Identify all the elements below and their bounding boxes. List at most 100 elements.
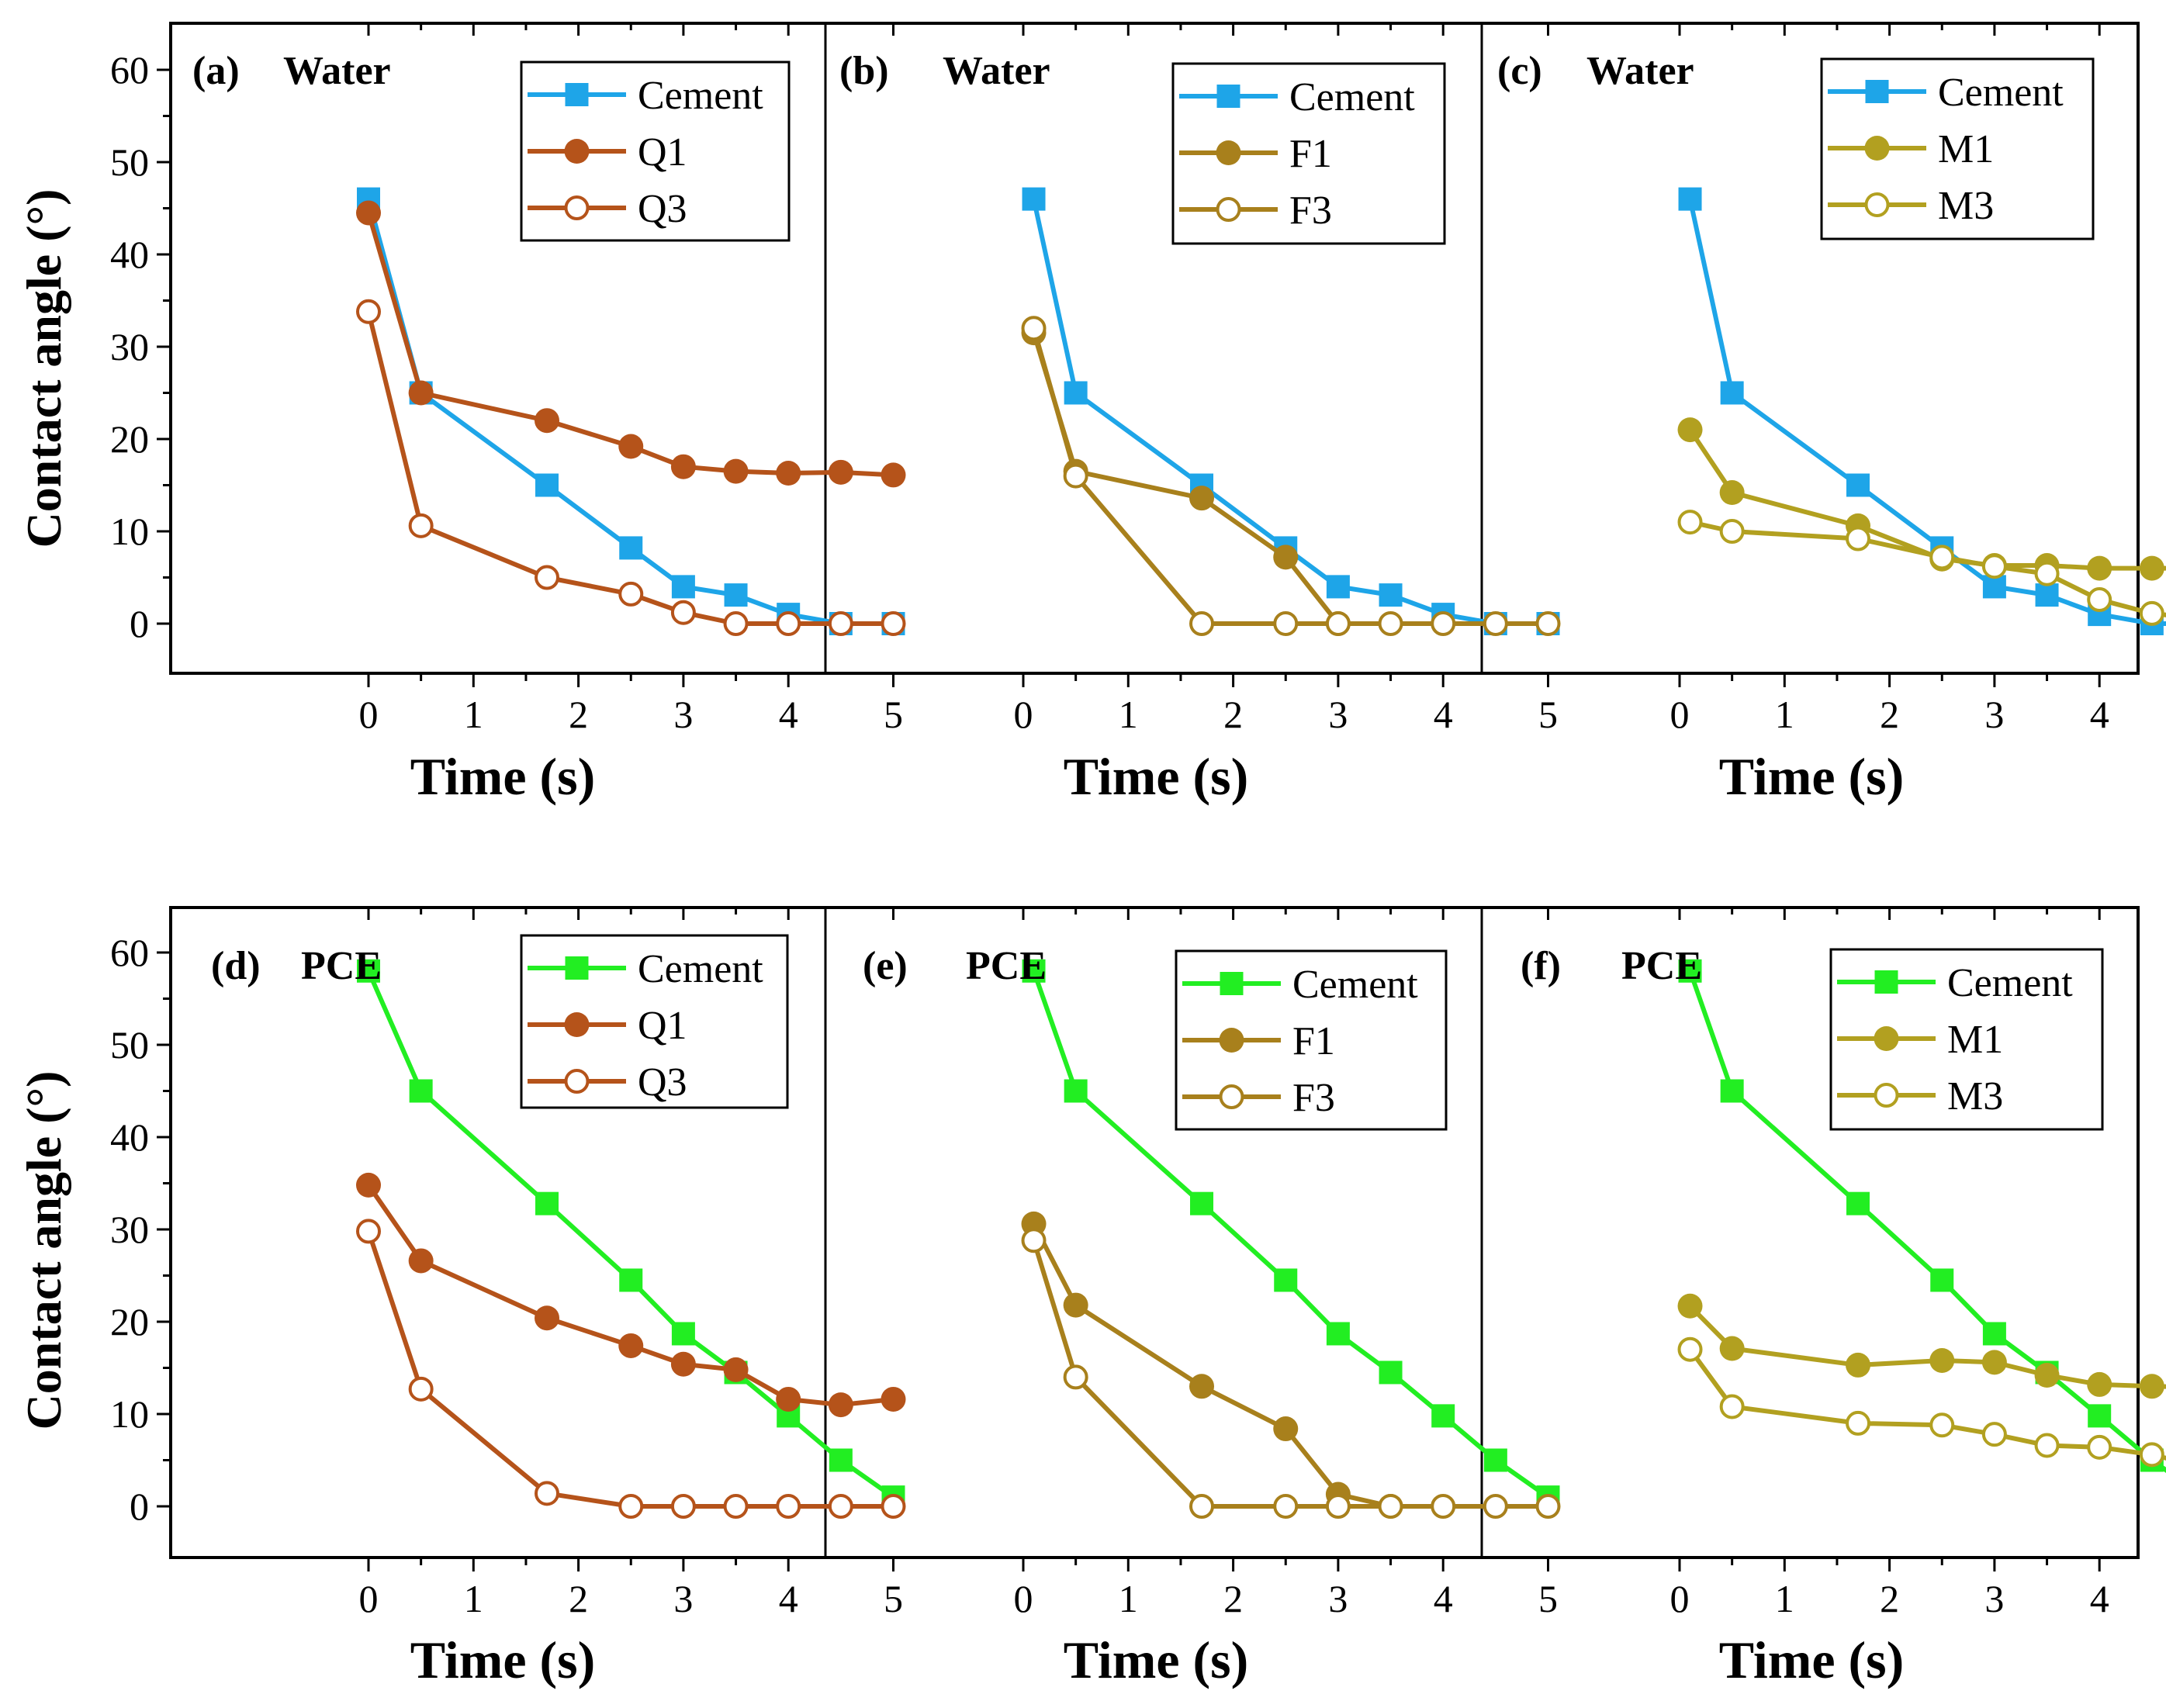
- x-axis-label-c: Time (s): [1719, 747, 1905, 806]
- legend-entry-label: Q1: [638, 1004, 687, 1048]
- data-point-m3: [2034, 1433, 2060, 1458]
- legend-marker-open-circle: [564, 1069, 590, 1094]
- x-tick-label: 3: [1328, 1577, 1348, 1620]
- data-point-cement: [1678, 959, 1702, 983]
- legend-entry-label: M1: [1947, 1018, 2003, 1062]
- data-point-q1: [618, 1333, 644, 1358]
- data-point-m3: [1846, 526, 1871, 551]
- legend-marker-square: [1865, 80, 1889, 103]
- x-axis-label-e: Time (s): [1064, 1630, 1249, 1689]
- y-tick-label: 60: [110, 48, 149, 92]
- x-axis-label-b: Time (s): [1064, 747, 1249, 806]
- data-point-f3: [1325, 611, 1351, 636]
- data-point-m3: [2139, 1442, 2164, 1468]
- x-axis-label-a: Time (s): [410, 747, 596, 806]
- data-point-f3: [1273, 611, 1299, 636]
- data-point-cement: [1022, 959, 1046, 983]
- legend-entry-label: M3: [1947, 1074, 2003, 1118]
- y-tick-label: 0: [130, 1485, 149, 1528]
- data-point-cement: [409, 1079, 433, 1103]
- x-tick-label: 4: [779, 693, 798, 736]
- data-point-m3: [1846, 1410, 1871, 1436]
- panel-label: (e): [863, 944, 908, 988]
- legend-entry-label: M1: [1938, 127, 1994, 171]
- data-point-m1: [1719, 480, 1745, 506]
- x-tick-label: 3: [673, 693, 693, 736]
- data-point-f1: [1273, 1416, 1299, 1442]
- legend-marker-filled-circle: [1216, 140, 1241, 165]
- x-tick-label: 1: [1775, 1577, 1794, 1620]
- data-point-q1: [535, 408, 560, 434]
- data-point-q1: [776, 1386, 801, 1412]
- data-point-m1: [2087, 555, 2112, 581]
- data-point-m1: [1929, 1347, 1955, 1373]
- legend-marker-filled-circle: [564, 139, 590, 164]
- data-point-f1: [1189, 486, 1215, 511]
- data-point-q3: [356, 299, 381, 324]
- panel-label: (f): [1521, 944, 1561, 988]
- legend-entry-label: Cement: [638, 74, 763, 118]
- data-point-f3: [1325, 1494, 1351, 1519]
- data-point-f3: [1063, 463, 1088, 489]
- data-point-f3: [1189, 611, 1215, 636]
- data-point-cement: [1982, 575, 2006, 599]
- data-point-cement: [671, 575, 695, 599]
- data-point-m3: [2087, 1434, 2112, 1460]
- data-point-cement: [1846, 1191, 1870, 1215]
- panel-label: (c): [1497, 49, 1542, 93]
- data-point-f3: [1063, 1364, 1088, 1390]
- data-point-cement: [2035, 583, 2059, 607]
- legend-entry-label: Cement: [1938, 71, 2064, 115]
- y-tick-label: 50: [110, 140, 149, 184]
- data-point-cement: [1022, 187, 1046, 211]
- data-point-cement: [829, 1448, 853, 1472]
- legend-marker-open-circle: [1874, 1083, 1899, 1108]
- data-point-cement: [1274, 1268, 1298, 1292]
- data-point-q1: [776, 461, 801, 486]
- data-point-q3: [776, 1494, 801, 1519]
- y-tick-label: 50: [110, 1023, 149, 1067]
- legend-entry-label: Q3: [638, 187, 687, 231]
- data-point-q1: [408, 1248, 434, 1274]
- data-point-f3: [1273, 1494, 1299, 1519]
- data-point-cement: [1982, 1322, 2006, 1346]
- data-point-q3: [723, 611, 749, 636]
- legend-marker-open-circle: [1219, 1084, 1244, 1109]
- x-tick-label: 1: [1119, 693, 1138, 736]
- data-point-m3: [2034, 561, 2060, 586]
- data-point-q1: [670, 1351, 696, 1377]
- legend-entry-label: Q1: [638, 130, 687, 175]
- legend-entry-label: F1: [1292, 1019, 1335, 1063]
- row-frame-2: [169, 906, 2140, 1559]
- legend-marker-open-circle: [1216, 197, 1241, 222]
- data-point-m3: [1929, 1412, 1955, 1438]
- data-point-q3: [618, 1494, 644, 1519]
- data-point-cement: [724, 583, 748, 607]
- y-tick-label: 10: [110, 510, 149, 553]
- data-point-m3: [1677, 1336, 1703, 1362]
- legend-entry-label: Q3: [638, 1060, 687, 1105]
- legend-marker-open-circle: [564, 195, 590, 220]
- data-point-f1: [1189, 1374, 1215, 1399]
- data-point-cement: [1379, 1361, 1403, 1385]
- data-point-m3: [1981, 1422, 2007, 1447]
- data-point-cement: [1846, 473, 1870, 497]
- x-tick-label: 3: [1328, 693, 1348, 736]
- x-axis-label-d: Time (s): [410, 1630, 596, 1689]
- data-point-m3: [1719, 1394, 1745, 1419]
- legend-entry-label: F3: [1289, 188, 1332, 233]
- x-tick-label: 5: [884, 1577, 903, 1620]
- y-tick-label: 20: [110, 1300, 149, 1343]
- data-point-cement: [671, 1322, 695, 1346]
- y-tick-label: 0: [130, 602, 149, 645]
- x-tick-label: 5: [884, 693, 903, 736]
- data-point-m1: [1981, 1350, 2007, 1375]
- data-point-q1: [356, 1172, 381, 1198]
- data-point-m1: [2087, 1371, 2112, 1397]
- data-point-m3: [2087, 587, 2112, 613]
- data-point-f3: [1189, 1494, 1215, 1519]
